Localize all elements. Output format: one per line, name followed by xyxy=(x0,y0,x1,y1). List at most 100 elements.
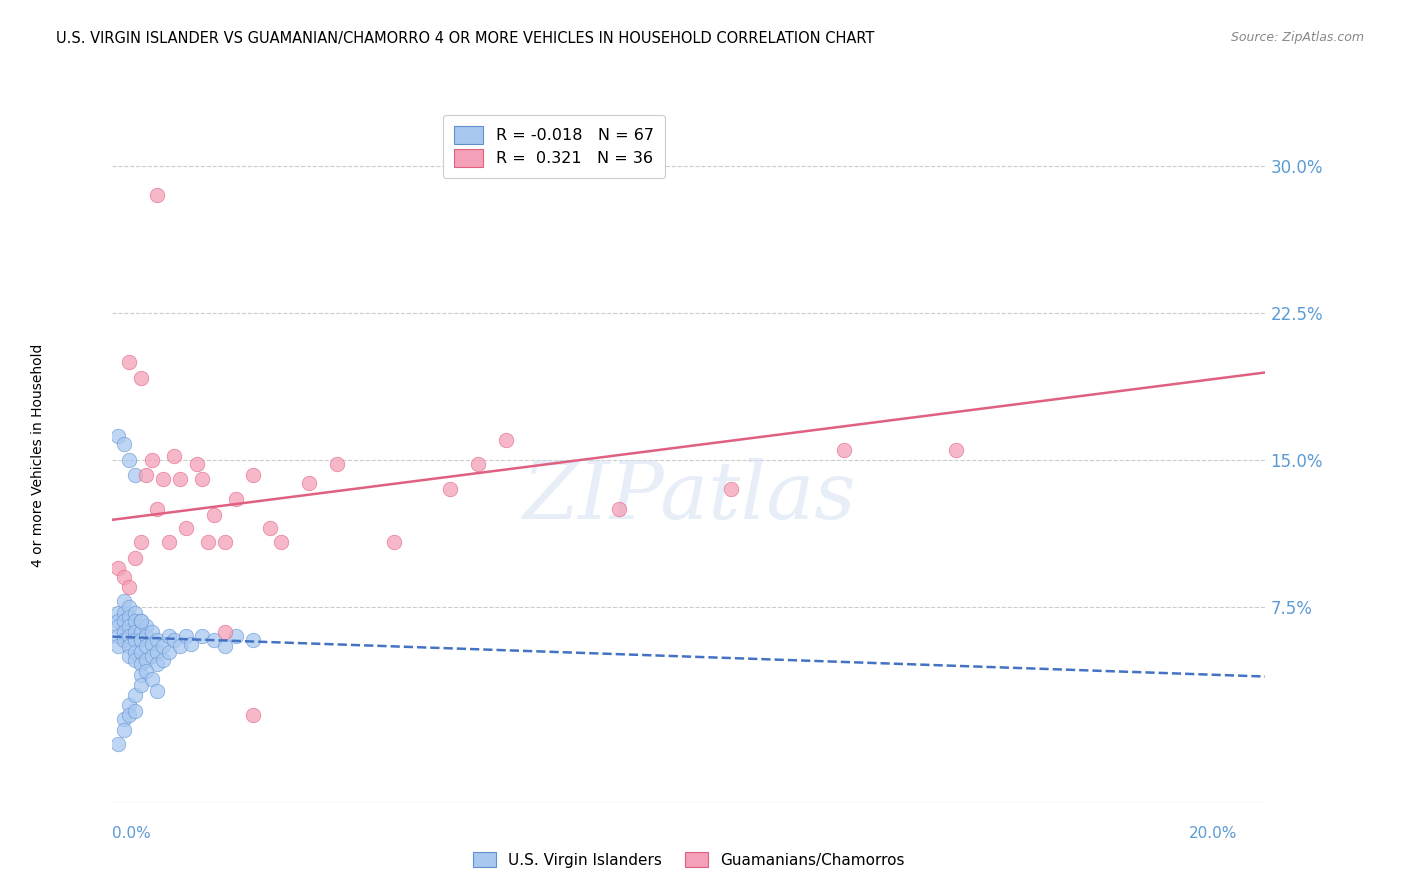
Point xyxy=(124,614,146,628)
Point xyxy=(242,468,264,483)
Point xyxy=(259,521,281,535)
Point xyxy=(107,560,129,574)
Point xyxy=(141,637,163,651)
Point xyxy=(107,606,129,620)
Point xyxy=(118,452,141,467)
Text: ZIPatlas: ZIPatlas xyxy=(522,458,856,535)
Point xyxy=(152,639,174,653)
Point xyxy=(157,629,180,643)
Point xyxy=(129,668,152,682)
Point xyxy=(107,639,129,653)
Point xyxy=(169,639,191,653)
Point xyxy=(124,688,146,702)
Point xyxy=(720,482,742,496)
Point xyxy=(202,508,225,522)
Point xyxy=(225,491,247,506)
Point xyxy=(214,639,236,653)
Point xyxy=(141,625,163,640)
Point xyxy=(439,482,461,496)
Point xyxy=(242,707,264,722)
Point xyxy=(124,550,146,565)
Point xyxy=(163,633,186,648)
Point xyxy=(146,633,169,648)
Point xyxy=(146,657,169,671)
Point xyxy=(146,188,169,202)
Point xyxy=(467,457,489,471)
Point xyxy=(214,625,236,640)
Point xyxy=(298,476,321,491)
Point xyxy=(118,580,141,594)
Point xyxy=(157,535,180,549)
Point xyxy=(118,698,141,712)
Point xyxy=(169,472,191,486)
Text: U.S. VIRGIN ISLANDER VS GUAMANIAN/CHAMORRO 4 OR MORE VEHICLES IN HOUSEHOLD CORRE: U.S. VIRGIN ISLANDER VS GUAMANIAN/CHAMOR… xyxy=(56,31,875,46)
Point xyxy=(163,449,186,463)
Point xyxy=(174,629,197,643)
Point xyxy=(945,443,967,458)
Point xyxy=(135,653,157,667)
Point xyxy=(118,629,141,643)
Point xyxy=(135,639,157,653)
Point xyxy=(124,606,146,620)
Point xyxy=(141,452,163,467)
Point xyxy=(118,355,141,369)
Point xyxy=(118,599,141,614)
Point xyxy=(607,501,630,516)
Point xyxy=(495,434,517,448)
Point xyxy=(191,472,214,486)
Point xyxy=(107,629,129,643)
Point xyxy=(191,629,214,643)
Text: 20.0%: 20.0% xyxy=(1189,826,1237,841)
Point xyxy=(129,645,152,659)
Point xyxy=(124,468,146,483)
Point xyxy=(112,614,135,628)
Point xyxy=(135,619,157,633)
Point xyxy=(112,712,135,726)
Point xyxy=(197,535,219,549)
Point xyxy=(129,678,152,692)
Point xyxy=(118,619,141,633)
Point xyxy=(129,535,152,549)
Point xyxy=(832,443,855,458)
Point xyxy=(118,609,141,624)
Point xyxy=(146,684,169,698)
Point xyxy=(112,633,135,648)
Point xyxy=(107,614,129,628)
Point xyxy=(107,737,129,751)
Point xyxy=(174,521,197,535)
Point xyxy=(112,570,135,584)
Point xyxy=(118,648,141,663)
Point xyxy=(225,629,247,643)
Point xyxy=(180,637,202,651)
Point xyxy=(124,653,146,667)
Point xyxy=(141,673,163,687)
Point xyxy=(107,619,129,633)
Point xyxy=(124,645,146,659)
Point xyxy=(124,704,146,718)
Point xyxy=(152,472,174,486)
Point xyxy=(135,665,157,679)
Point xyxy=(118,639,141,653)
Point xyxy=(129,625,152,640)
Point xyxy=(146,645,169,659)
Point xyxy=(152,653,174,667)
Point xyxy=(214,535,236,549)
Point xyxy=(129,614,152,628)
Point xyxy=(157,645,180,659)
Point xyxy=(129,614,152,628)
Text: 4 or more Vehicles in Household: 4 or more Vehicles in Household xyxy=(31,343,45,566)
Point xyxy=(118,707,141,722)
Point xyxy=(270,535,292,549)
Point xyxy=(135,468,157,483)
Text: Source: ZipAtlas.com: Source: ZipAtlas.com xyxy=(1230,31,1364,45)
Point xyxy=(112,594,135,608)
Point xyxy=(129,657,152,671)
Point xyxy=(112,723,135,738)
Point xyxy=(129,370,152,384)
Point xyxy=(326,457,349,471)
Point xyxy=(202,633,225,648)
Text: 0.0%: 0.0% xyxy=(112,826,152,841)
Point xyxy=(382,535,405,549)
Point xyxy=(124,625,146,640)
Point xyxy=(124,633,146,648)
